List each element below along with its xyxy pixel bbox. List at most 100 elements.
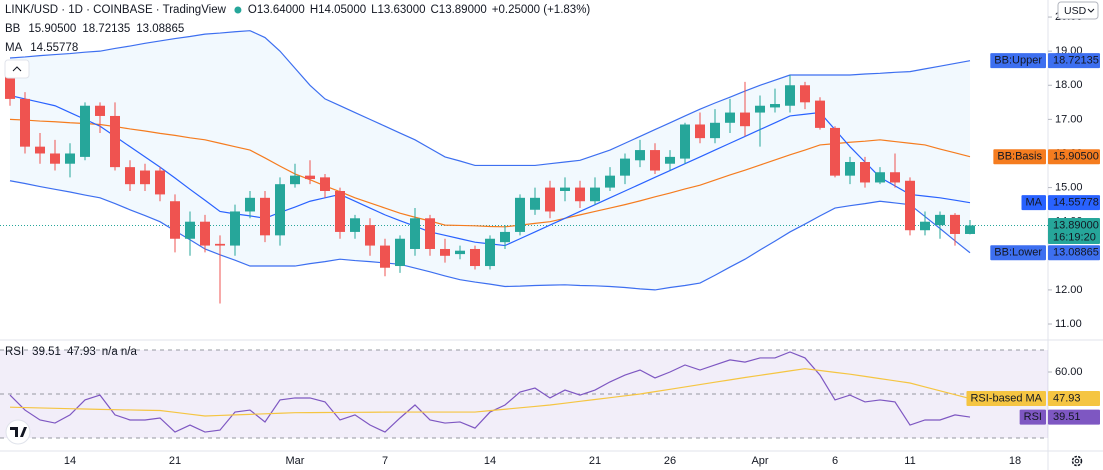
tag-value: 14.55778 <box>1053 197 1099 209</box>
x-tick-label: 6 <box>832 455 838 467</box>
currency-button-frame[interactable] <box>1057 1 1099 20</box>
candle-body <box>140 170 150 185</box>
candle-body <box>920 221 930 231</box>
axes: 11.0012.0013.0014.0015.0016.0017.0018.00… <box>64 11 1083 467</box>
ohlc-value: C13.89000 <box>431 4 487 16</box>
legend-value: 18.72135 <box>82 23 130 35</box>
x-tick-label: 21 <box>589 455 601 467</box>
indicator-line <box>9 30 971 167</box>
candle-body <box>845 162 855 176</box>
tag-value-box <box>1048 245 1100 261</box>
price-tags: BB:Basis 15.90500 BB:Upper 18.72135 BB:Lower… <box>966 53 1100 425</box>
candle-body <box>275 184 285 236</box>
candle-body <box>455 250 465 255</box>
candle-body <box>470 248 480 267</box>
candle-body <box>230 211 240 246</box>
candle-body <box>125 167 135 185</box>
candle-body <box>905 180 915 231</box>
tag-name-box <box>993 149 1046 165</box>
candle-body <box>395 238 405 267</box>
x-tick-label: 26 <box>664 455 676 467</box>
candle-body <box>890 172 900 183</box>
tag-value: 15.90500 <box>1053 151 1099 163</box>
x-tick-label: Mar <box>286 455 305 467</box>
candle-body <box>410 218 420 249</box>
candle-body <box>875 172 885 183</box>
candle-body <box>380 245 390 268</box>
tag-value: 18.72135 <box>1053 55 1099 67</box>
tag-name: BB:Basis <box>997 151 1042 163</box>
tag-name-box <box>1019 409 1046 425</box>
x-tick-label: 7 <box>382 455 388 467</box>
candle-body <box>815 100 825 128</box>
candle-body <box>800 85 810 103</box>
candle-body <box>20 98 30 147</box>
candle-body <box>650 150 660 171</box>
candle-body <box>155 170 165 195</box>
candle-body <box>35 146 45 154</box>
x-tick-label: 11 <box>904 455 915 467</box>
candle-body <box>770 104 780 108</box>
countdown: 16:19:20 <box>1053 231 1096 243</box>
candle-body <box>350 218 360 232</box>
candle-body <box>785 85 795 106</box>
ohlc-value: H14.05000 <box>310 4 366 16</box>
tag-value-box <box>1048 409 1100 425</box>
indicator-line <box>9 118 971 228</box>
y-tick-label: 11.00 <box>1055 318 1082 330</box>
candle-body <box>935 214 945 226</box>
candle-body <box>965 225 975 234</box>
logo-mark[interactable] <box>10 427 27 437</box>
candle-body <box>530 197 540 210</box>
legend-value: 47.93 <box>67 346 96 358</box>
y-tick-label: 60.00 <box>1055 366 1083 378</box>
tag-name-box <box>966 391 1046 407</box>
tag-name-box <box>990 245 1046 261</box>
candle-body <box>545 187 555 212</box>
candle-body <box>575 187 585 202</box>
candle-body <box>620 158 630 176</box>
candle-body <box>65 153 75 164</box>
ohlc-value: L13.63000 <box>371 4 425 16</box>
candle-body <box>515 197 525 232</box>
candle-body <box>830 127 840 176</box>
tag-value-box <box>1048 53 1100 69</box>
fills <box>0 30 1048 439</box>
candle-body <box>635 150 645 161</box>
currency-button[interactable]: USD <box>1057 1 1099 20</box>
collapse-button[interactable] <box>4 59 30 79</box>
gear-outer[interactable] <box>1071 455 1083 467</box>
collapse-caret[interactable] <box>12 66 22 72</box>
tag-name-box <box>1021 195 1046 211</box>
legend: BB MA 15.90500 18.72135 13.08865 14.55778 RSI 3… <box>4 23 184 358</box>
currency-caret[interactable] <box>1087 8 1095 13</box>
candle-body <box>335 190 345 232</box>
candle-body <box>260 197 270 236</box>
status-dot <box>234 6 242 14</box>
tag-name: RSI-based MA <box>970 392 1042 404</box>
candle-body <box>200 221 210 246</box>
candle-body <box>485 238 495 267</box>
candle-body <box>110 115 120 168</box>
candle-body <box>50 153 60 164</box>
legend-value: 15.90500 <box>28 23 76 35</box>
tag-name: BB:Lower <box>994 247 1042 259</box>
settings-button[interactable] <box>1071 455 1083 467</box>
candle-body <box>950 214 960 234</box>
candle-body <box>425 218 435 249</box>
candle-body <box>740 112 750 127</box>
candle-body <box>185 221 195 239</box>
legend-value: 14.55778 <box>30 42 78 54</box>
gear-inner[interactable] <box>1074 458 1080 464</box>
legend-extra: n/a n/a <box>102 346 138 358</box>
symbol-title: LINK/USD · 1D · COINBASE · TradingView <box>5 4 227 16</box>
candle-body <box>440 248 450 256</box>
tag-value-box <box>1048 391 1100 407</box>
currency-label[interactable]: USD <box>1064 5 1087 17</box>
legend-value: 39.51 <box>32 346 61 358</box>
candle-body <box>680 124 690 159</box>
tradingview-logo[interactable] <box>5 419 31 445</box>
candles <box>5 61 975 304</box>
tag-value: 39.51 <box>1053 411 1081 423</box>
